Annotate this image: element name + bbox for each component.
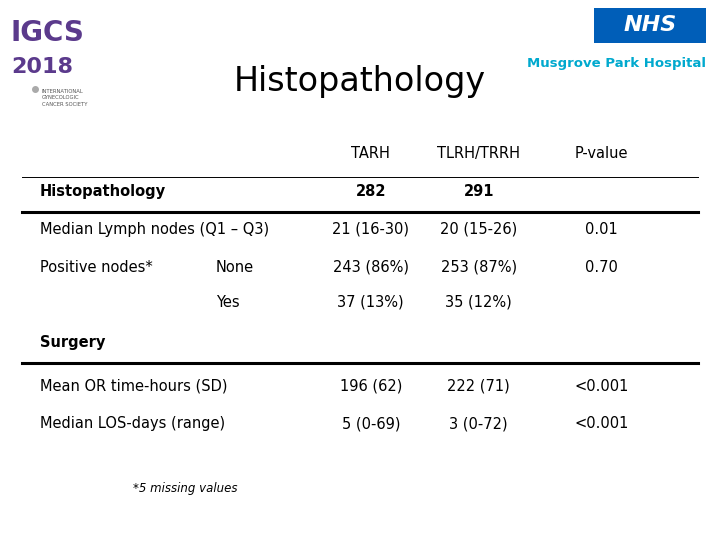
Text: 3 (0-72): 3 (0-72) [449,416,508,431]
Text: Positive nodes*: Positive nodes* [40,260,153,275]
Text: 243 (86%): 243 (86%) [333,260,409,275]
Text: 35 (12%): 35 (12%) [446,295,512,310]
Text: Yes: Yes [216,295,240,310]
Text: 2018: 2018 [11,57,73,77]
Text: Surgery: Surgery [40,335,105,350]
Text: NHS: NHS [624,15,676,36]
Text: 37 (13%): 37 (13%) [338,295,404,310]
Text: 21 (16-30): 21 (16-30) [333,222,409,237]
Text: 5 (0-69): 5 (0-69) [341,416,400,431]
Text: 196 (62): 196 (62) [340,379,402,394]
Text: None: None [216,260,254,275]
Text: Median LOS-days (range): Median LOS-days (range) [40,416,225,431]
Text: *5 missing values: *5 missing values [133,482,238,495]
Text: 0.01: 0.01 [585,222,618,237]
Text: TARH: TARH [351,146,390,161]
Text: 291: 291 [464,184,494,199]
Text: Histopathology: Histopathology [234,64,486,98]
Text: Histopathology: Histopathology [40,184,166,199]
Text: 282: 282 [356,184,386,199]
Text: Median Lymph nodes (Q1 – Q3): Median Lymph nodes (Q1 – Q3) [40,222,269,237]
Text: TLRH/TRRH: TLRH/TRRH [437,146,521,161]
Text: P-value: P-value [575,146,628,161]
Text: <0.001: <0.001 [574,416,629,431]
Text: INTERNATIONAL
GYNECOLOGIC
CANCER SOCIETY: INTERNATIONAL GYNECOLOGIC CANCER SOCIETY [42,89,87,106]
Text: 222 (71): 222 (71) [447,379,510,394]
Text: IGCS: IGCS [11,19,85,47]
Text: Musgrove Park Hospital: Musgrove Park Hospital [526,57,706,70]
Text: 0.70: 0.70 [585,260,618,275]
Text: <0.001: <0.001 [574,379,629,394]
Text: Mean OR time-hours (SD): Mean OR time-hours (SD) [40,379,227,394]
Text: 253 (87%): 253 (87%) [441,260,517,275]
FancyBboxPatch shape [594,8,706,43]
Text: 20 (15-26): 20 (15-26) [440,222,518,237]
